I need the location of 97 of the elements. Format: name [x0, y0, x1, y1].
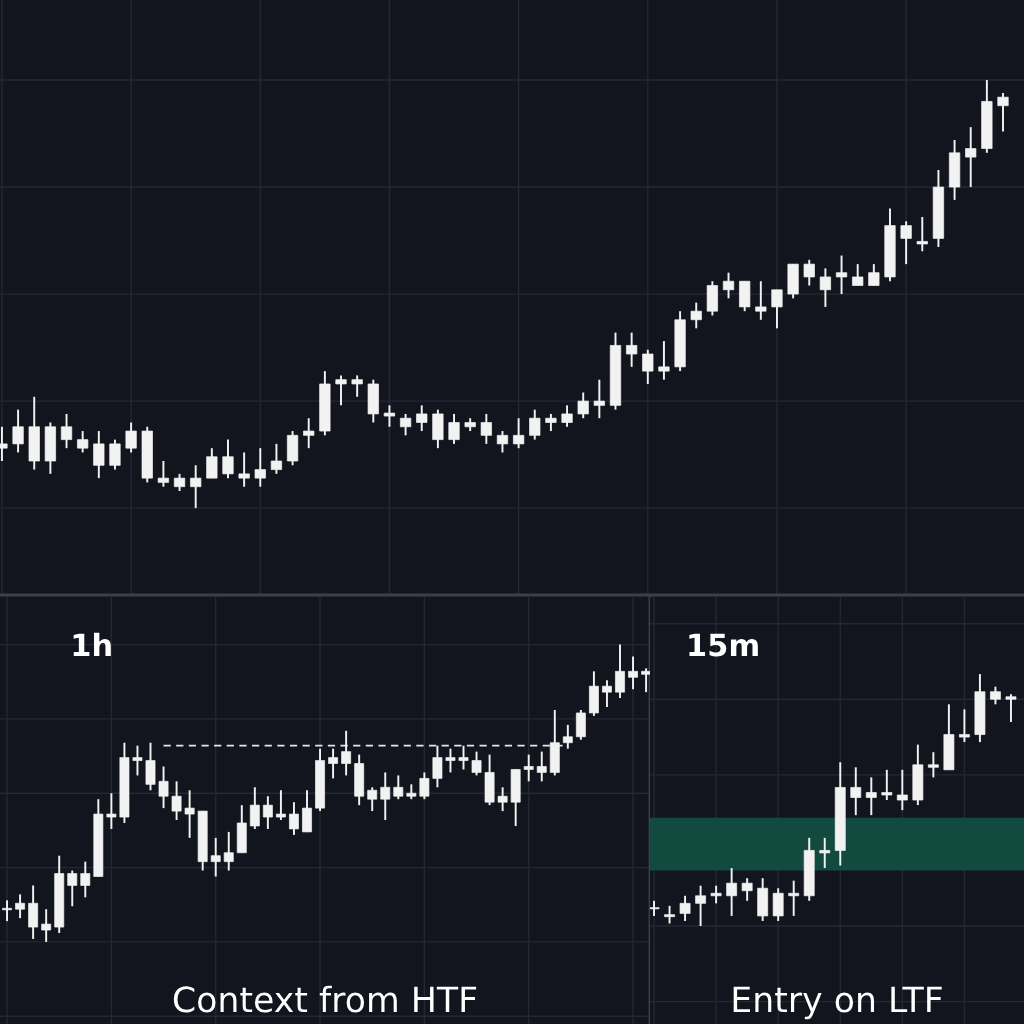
candlestick [223, 830, 234, 872]
candlestick [106, 792, 117, 830]
candlestick [270, 442, 283, 475]
candlestick [959, 708, 970, 744]
candlestick [868, 263, 880, 287]
candlestick [67, 869, 78, 908]
candlestick [726, 867, 738, 917]
candlestick [158, 765, 169, 810]
candlestick [562, 723, 573, 750]
candlestick [132, 744, 143, 777]
candlestick [276, 789, 286, 821]
candlestick [965, 126, 977, 189]
candlestick [80, 860, 91, 899]
candlestick [249, 786, 260, 830]
candlestick [206, 447, 218, 480]
candlestick [496, 430, 509, 454]
candlestick [171, 780, 182, 821]
candlestick [303, 417, 315, 450]
candlestick [93, 430, 105, 480]
candlestick [679, 894, 691, 922]
candlestick [615, 643, 625, 700]
candlestick [628, 655, 638, 691]
candlestick [575, 709, 586, 741]
candlestick [289, 801, 299, 836]
candlestick [262, 795, 273, 830]
candlestick [1005, 693, 1017, 723]
candlestick [819, 267, 831, 308]
candlestick [238, 451, 250, 488]
candlestick [771, 288, 783, 330]
candlestick [12, 408, 24, 454]
candlestick [254, 447, 266, 488]
candlestick [480, 412, 492, 445]
candlestick [335, 374, 347, 407]
candlestick [351, 374, 363, 398]
candlestick [2, 899, 12, 923]
candlestick [722, 271, 735, 300]
candlestick [690, 301, 702, 330]
candlestick [577, 391, 589, 420]
candlestick [380, 771, 391, 821]
candlestick [471, 750, 482, 777]
candlestick [302, 789, 312, 833]
candlestick [400, 412, 412, 437]
candlestick [60, 412, 73, 450]
candlestick [536, 750, 547, 783]
candlestick [881, 768, 893, 802]
candlestick [393, 774, 404, 801]
candlestick [819, 836, 831, 870]
candlestick [125, 421, 137, 454]
candlestick [695, 884, 706, 927]
candlestick [561, 404, 573, 428]
candlestick [145, 741, 156, 792]
candlestick [642, 348, 654, 385]
candlestick [900, 220, 912, 266]
text: Context from HTF [173, 985, 477, 1013]
candlestick [445, 747, 456, 774]
candlestick [109, 438, 121, 471]
candlestick [513, 417, 525, 450]
candlestick [788, 879, 800, 917]
candlestick [28, 884, 39, 940]
candlestick [593, 378, 605, 420]
candlestick [419, 771, 430, 801]
candlestick [916, 216, 928, 253]
candlestick [210, 836, 221, 878]
candlestick [416, 404, 428, 433]
candlestick [803, 258, 815, 287]
text: Entry on LTF [733, 986, 942, 1020]
candlestick [626, 331, 638, 368]
candlestick [157, 460, 169, 488]
candlestick [997, 91, 1009, 133]
candlestick [602, 679, 612, 708]
candlestick [523, 753, 534, 783]
candlestick [448, 412, 460, 445]
candlestick [850, 766, 862, 817]
candlestick [77, 430, 89, 454]
candlestick [367, 786, 378, 813]
candlestick [896, 768, 908, 812]
candlestick [658, 340, 670, 381]
candlestick [383, 404, 396, 428]
candlestick [222, 438, 234, 480]
candlestick [755, 280, 767, 321]
chart-title: 15m [689, 633, 758, 657]
candlestick [184, 789, 195, 839]
candlestick [852, 263, 864, 287]
candlestick [529, 408, 541, 441]
candlestick [641, 667, 650, 694]
candlestick [41, 908, 52, 943]
candlestick [865, 776, 877, 817]
candlestick [190, 464, 202, 510]
candlestick [741, 877, 753, 902]
candlestick [835, 254, 848, 296]
candlestick [15, 893, 25, 920]
candlestick [497, 786, 508, 813]
candlestick [328, 747, 338, 780]
chart-title: 1h [73, 632, 111, 657]
candlestick [927, 751, 939, 779]
candlestick [458, 744, 469, 771]
candlestick [772, 887, 784, 922]
